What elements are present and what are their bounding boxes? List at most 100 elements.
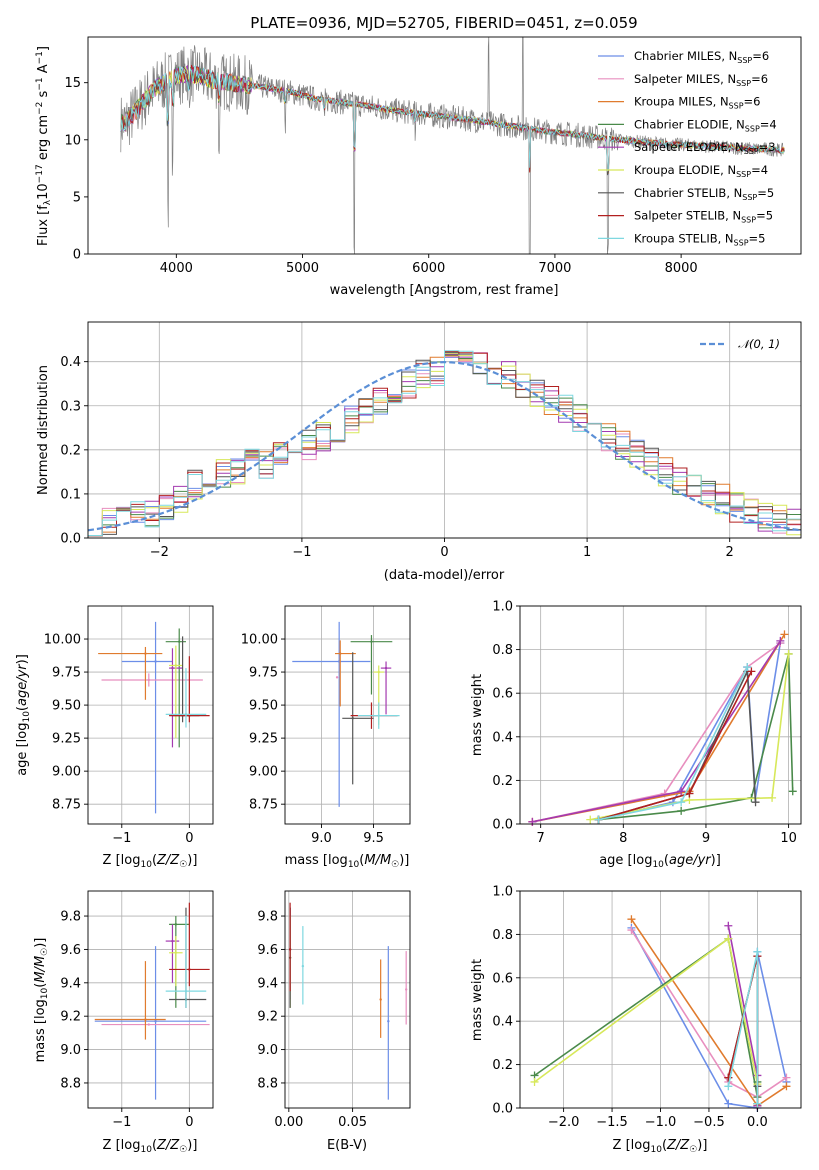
data-point: [171, 939, 174, 943]
y-tick-label: 1.0: [492, 885, 513, 900]
legend-label: Salpeter ELODIE, NSSP=3: [634, 140, 776, 156]
y-tick-label: 9.2: [60, 1010, 81, 1025]
x-tick-label: 0.0: [747, 1115, 768, 1130]
x-tick-label: −1: [112, 1115, 131, 1130]
data-point: [379, 998, 382, 1001]
y-tick-label: 10.00: [44, 633, 81, 648]
data-point: [377, 670, 380, 674]
mass-weight-marker: [685, 789, 694, 798]
age-vs-mass-xlabel: mass [log10(M/M☉)]: [285, 853, 410, 870]
x-tick-label: 0.00: [274, 1115, 303, 1130]
y-tick-label: 5: [73, 190, 81, 205]
mass-weight-marker: [627, 926, 636, 935]
age-vs-mass-ticks: 9.0 9.5 8.75 9.00 9.25 9.50 9.75 10.00: [241, 633, 384, 846]
weight-vs-age-ticks: 7 8 9 10 0.0 0.2 0.4 0.6 0.8 1.0: [492, 600, 797, 847]
y-tick-label: 9.75: [52, 666, 81, 681]
x-tick-label: 0: [185, 1115, 193, 1130]
y-tick-label: 0.4: [492, 1015, 513, 1030]
y-tick-label: 0.1: [60, 487, 81, 502]
mass-weight-marker: [528, 817, 537, 826]
age-vs-Z-plot-area: [88, 606, 213, 824]
residuals-legend: 𝒩(0, 1): [700, 337, 780, 351]
x-tick-label: 7: [537, 831, 545, 846]
age-vs-Z-ylabel: age [log10(age/yr)]: [15, 654, 32, 776]
y-tick-label: 9.50: [249, 699, 278, 714]
mass-vs-Z-plot-area: [88, 891, 213, 1108]
weight-vs-Z-plot-area: [520, 890, 801, 1112]
y-tick-label: 0.0: [492, 818, 513, 833]
data-point: [351, 717, 354, 720]
y-tick-label: 8.8: [257, 1076, 278, 1091]
data-point: [377, 714, 380, 717]
mass-weight-line: [630, 929, 787, 1099]
y-tick-label: 10.00: [241, 633, 278, 648]
x-tick-label: 9.0: [311, 831, 332, 846]
residuals-panel: −2 −1 0 1 2 0.0 0.1 0.2 0.3 0.4 (data-model)/erro…: [36, 321, 802, 583]
mass-vs-Z-ylabel: mass [log10(M/M☉)]: [33, 938, 50, 1063]
y-tick-label: 1.0: [492, 600, 513, 615]
y-tick-label: 9.2: [257, 1010, 278, 1025]
mass-weight-line: [590, 653, 790, 821]
mass-vs-Z-frame: [87, 890, 214, 1109]
data-point: [171, 666, 174, 670]
y-tick-label: 15: [64, 76, 81, 91]
y-tick-label: 9.75: [249, 666, 278, 681]
y-tick-label: 0.2: [492, 1058, 513, 1073]
legend-label: Salpeter STELIB, NSSP=5: [634, 209, 773, 225]
mass-weight-marker: [724, 934, 733, 943]
mass-vs-Z-xlabel: Z [log10(Z/Z☉)]: [103, 1138, 198, 1155]
mass-weight-marker: [753, 947, 762, 956]
weight-vs-age-panel: 7 8 9 10 0.0 0.2 0.4 0.6 0.8 1.0 age [log10(age/y…: [470, 600, 802, 870]
weight-vs-Z-panel: −2.0 −1.5 −1.0 −0.5 0.0 0.0 0.2 0.4 0.6 0.8 1.0 Z …: [470, 885, 802, 1155]
mass-weight-marker: [782, 1082, 791, 1091]
residuals-ylabel: Normed distribution: [36, 365, 51, 495]
x-tick-label: 10: [780, 831, 797, 846]
age-vs-Z-xlabel: Z [log10(Z/Z☉)]: [103, 853, 198, 870]
mass-weight-marker: [784, 649, 793, 658]
y-tick-label: 10: [64, 133, 81, 148]
data-point: [147, 678, 151, 682]
x-tick-label: 1: [583, 545, 591, 560]
x-tick-label: 0.05: [338, 1115, 367, 1130]
mass-weight-marker: [751, 798, 760, 807]
y-tick-label: 9.0: [60, 1043, 81, 1058]
data-point: [404, 988, 408, 991]
age-vs-Z-frame: [87, 605, 214, 825]
x-tick-label: 8000: [665, 261, 698, 276]
model-spectrum-line: [120, 65, 785, 172]
mass-weight-line: [532, 633, 786, 823]
data-point: [174, 664, 178, 667]
figure-title: PLATE=0936, MJD=52705, FIBERID=0451, z=0…: [250, 14, 637, 32]
mass-vs-EBV-panel: 0.00 0.05 8.8 9.0 9.2 9.4 9.6 9.8 E(B-V): [257, 890, 411, 1153]
y-tick-label: 0.2: [60, 443, 81, 458]
x-tick-label: 6000: [412, 261, 445, 276]
data-point: [174, 951, 178, 954]
mass-weight-marker: [677, 806, 686, 815]
x-tick-label: 7000: [538, 261, 571, 276]
mass-weight-marker: [627, 915, 636, 924]
mass-weight-line: [532, 642, 781, 823]
y-tick-label: 8.8: [60, 1076, 81, 1091]
y-tick-label: 9.00: [249, 765, 278, 780]
mass-weight-marker: [782, 1073, 791, 1082]
spectrum-frame: [87, 36, 802, 255]
data-point: [184, 713, 188, 716]
x-tick-label: 9.5: [363, 831, 384, 846]
mass-weight-line: [598, 671, 753, 821]
x-tick-label: −2.0: [548, 1115, 580, 1130]
spectrum-ticks: 4000 5000 6000 7000 8000 0 5 10 15: [64, 76, 697, 276]
spectrum-plot-area: [120, 36, 785, 255]
x-tick-label: 0: [440, 545, 448, 560]
x-tick-label: 2: [726, 545, 734, 560]
x-tick-label: −1: [112, 831, 131, 846]
mass-weight-marker: [677, 798, 686, 807]
legend-label: Kroupa MILES, NSSP=6: [634, 95, 760, 111]
mass-vs-EBV-ticks: 0.00 0.05 8.8 9.0 9.2 9.4 9.6 9.8: [257, 910, 367, 1130]
mass-weight-marker: [724, 921, 733, 930]
y-tick-label: 9.50: [52, 699, 81, 714]
residuals-ticks: −2 −1 0 1 2 0.0 0.1 0.2 0.3 0.4: [60, 355, 734, 560]
y-tick-label: 0.6: [492, 971, 513, 986]
x-tick-label: 4000: [160, 261, 193, 276]
y-tick-label: 9.25: [249, 732, 278, 747]
